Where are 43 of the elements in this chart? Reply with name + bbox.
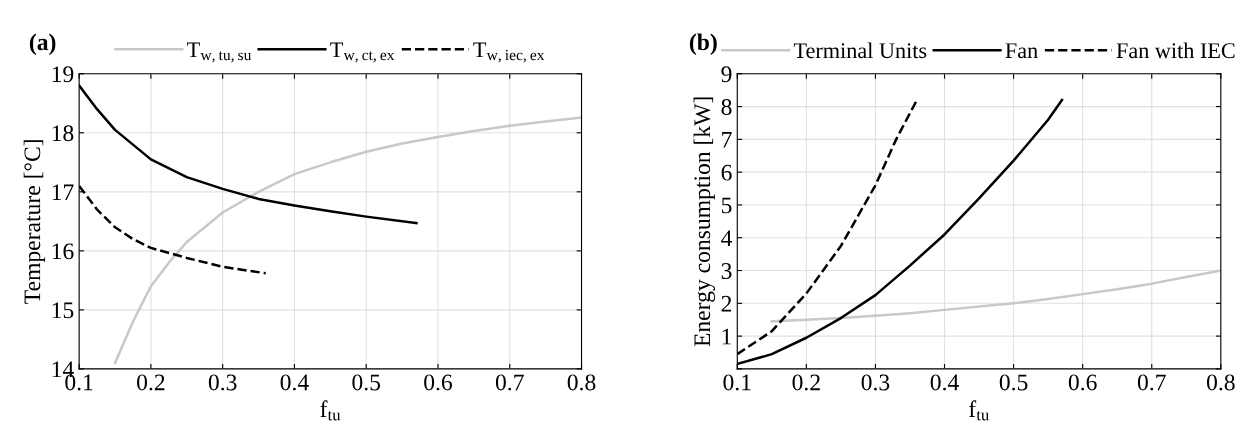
y-tick-label: 4 xyxy=(721,230,733,246)
x-tick-label: 0.2 xyxy=(137,374,165,391)
x-tick-label: 0.4 xyxy=(280,374,309,391)
legend-label: Terminal Units xyxy=(793,42,927,59)
x-tick-label: 0.7 xyxy=(1137,374,1166,391)
y-tick-label: 17 xyxy=(52,184,74,201)
y-axis-title: Energy consumption [kW] xyxy=(693,97,716,347)
legend-label: Fan xyxy=(1005,43,1038,59)
y-tick-label: 9 xyxy=(721,66,732,83)
x-tick-label: 0.6 xyxy=(1068,374,1097,391)
y-tick-label: 15 xyxy=(52,302,74,319)
legend-label: Fan with IEC xyxy=(1116,42,1235,59)
y-tick-label: 8 xyxy=(721,99,732,115)
legend-label: T$_{w,tu,su}$ xyxy=(187,42,252,63)
y-tick-label: 1 xyxy=(722,328,731,345)
x-tick-label: 0.7 xyxy=(495,374,524,391)
legend-label: T$_{w,ct,ex}$ xyxy=(330,42,395,63)
y-tick-label: 18 xyxy=(52,125,74,142)
x-axis-title: f$_{tu}$ xyxy=(320,400,341,421)
x-tick-label: 0.1 xyxy=(723,374,751,391)
x-tick-label: 0.8 xyxy=(567,374,596,391)
y-tick-label: 16 xyxy=(52,243,74,260)
y-tick-label: 19 xyxy=(52,66,74,83)
x-tick-label: 0.2 xyxy=(792,374,820,391)
x-axis-title: f$_{tu}$ xyxy=(969,400,989,421)
x-tick-label: 0.6 xyxy=(424,374,453,391)
line-series xyxy=(113,116,582,365)
x-tick-label: 0.4 xyxy=(930,374,959,391)
x-tick-label: 0.8 xyxy=(1206,374,1235,391)
y-tick-label: 7 xyxy=(722,132,732,148)
y-tick-label: 5 xyxy=(721,197,732,214)
chart-title: (a) xyxy=(29,33,56,55)
line-series xyxy=(770,269,1221,323)
x-tick-label: 0.3 xyxy=(208,374,237,391)
x-tick-label: 0.5 xyxy=(352,374,381,391)
y-axis-title: Temperature [°C] xyxy=(23,140,46,304)
y-tick-label: 3 xyxy=(721,263,732,279)
y-tick-label: 2 xyxy=(721,295,732,312)
y-tick-label: 6 xyxy=(721,164,732,181)
x-tick-label: 0.3 xyxy=(861,374,890,391)
chart-title: (b) xyxy=(689,33,717,55)
x-tick-label: 0.5 xyxy=(999,374,1028,391)
legend-label: T$_{w,iec,ex}$ xyxy=(473,42,545,63)
